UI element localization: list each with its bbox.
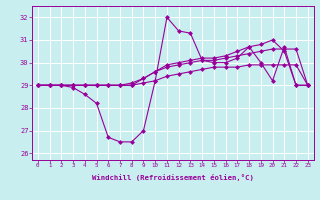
X-axis label: Windchill (Refroidissement éolien,°C): Windchill (Refroidissement éolien,°C) — [92, 174, 254, 181]
